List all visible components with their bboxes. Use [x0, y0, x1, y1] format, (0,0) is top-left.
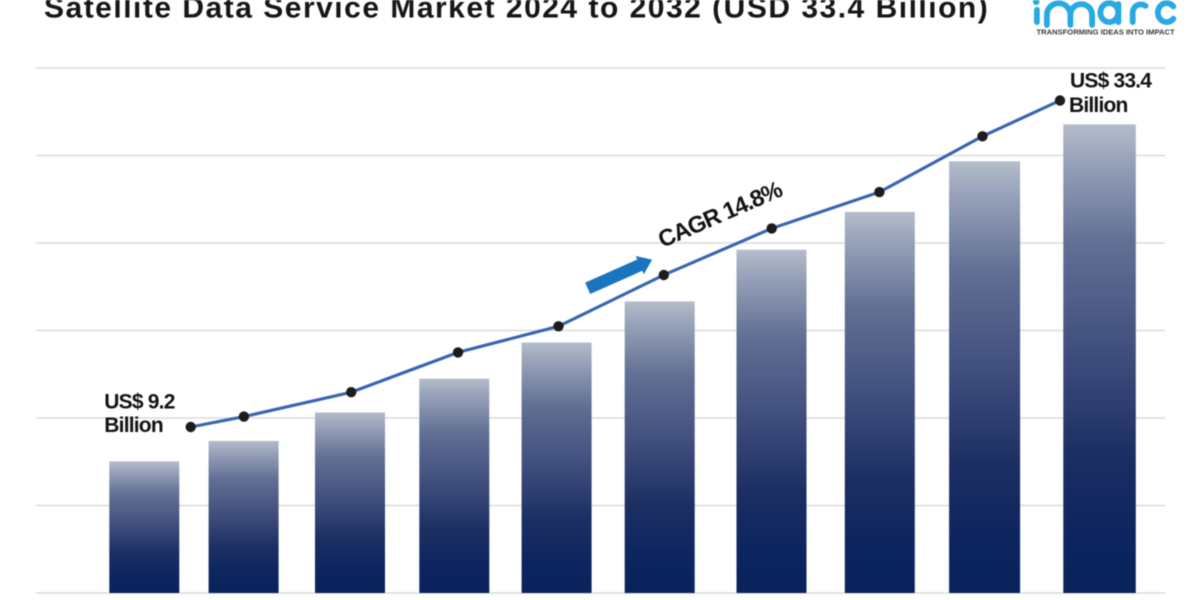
svg-text:TRANSFORMING IDEAS INTO IMPACT: TRANSFORMING IDEAS INTO IMPACT	[1037, 28, 1175, 37]
svg-text:US$ 9.2: US$ 9.2	[104, 390, 174, 413]
svg-text:Satellite Data Service Market: Satellite Data Service Market 2024 to 20…	[44, 0, 989, 25]
svg-text:Billion: Billion	[1069, 94, 1128, 117]
svg-text:US$ 33.4: US$ 33.4	[1070, 70, 1152, 93]
svg-text:Billion: Billion	[104, 414, 163, 437]
